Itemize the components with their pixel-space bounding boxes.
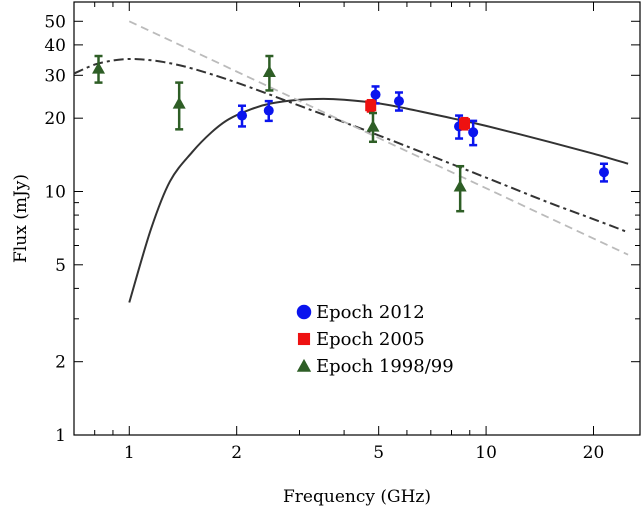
solid-model-curve — [128, 97, 629, 303]
data-point — [468, 119, 479, 147]
model-curves — [73, 20, 629, 303]
circle-marker — [237, 110, 248, 121]
triangle-marker — [172, 96, 186, 109]
square-marker — [459, 118, 471, 130]
circle-marker — [263, 105, 274, 116]
data-point — [598, 162, 609, 183]
dash-dot-model-curve — [73, 57, 629, 234]
data-point — [453, 164, 467, 213]
y-tick-label: 50 — [44, 12, 66, 32]
data-points — [92, 54, 609, 213]
legend-triangle-marker — [296, 358, 312, 372]
x-tick-label: 10 — [475, 443, 497, 463]
legend-square-marker — [297, 332, 311, 346]
triangle-marker — [92, 61, 106, 74]
triangle-marker — [453, 179, 467, 192]
circle-marker — [468, 127, 479, 138]
triangle-marker — [366, 119, 380, 132]
legend-circle-marker — [296, 304, 312, 320]
x-tick-label: 5 — [373, 443, 384, 463]
axis-tick-labels: 1 2 5 10 20 1 2 5 10 20 30 40 50 — [44, 12, 604, 463]
axis-ticks — [73, 2, 640, 436]
data-point — [393, 91, 404, 112]
data-point — [366, 111, 380, 144]
y-tick-label: 2 — [55, 353, 66, 373]
square-marker — [365, 100, 377, 112]
x-tick-label: 2 — [231, 443, 242, 463]
data-point — [237, 104, 248, 128]
legend-label: Epoch 2005 — [316, 329, 425, 350]
x-axis-title: Frequency (GHz) — [283, 487, 431, 507]
y-tick-label: 10 — [44, 182, 66, 202]
data-point — [92, 54, 106, 84]
y-tick-label: 40 — [44, 36, 66, 56]
y-tick-label: 30 — [44, 66, 66, 86]
data-point — [459, 116, 471, 131]
y-tick-label: 5 — [55, 256, 66, 276]
data-point — [365, 98, 377, 113]
legend: Epoch 2012 Epoch 2005 Epoch 1998/99 — [296, 302, 454, 377]
data-point — [172, 81, 186, 131]
y-tick-label: 1 — [55, 426, 66, 446]
data-point — [262, 54, 276, 92]
triangle-marker — [262, 65, 276, 78]
y-tick-label: 20 — [44, 109, 66, 129]
data-point — [263, 99, 274, 123]
circle-marker — [393, 96, 404, 107]
legend-label: Epoch 1998/99 — [316, 356, 454, 377]
circle-marker — [370, 89, 381, 100]
dashed-model-curve — [128, 20, 629, 256]
legend-label: Epoch 2012 — [316, 302, 425, 323]
plot-frame — [73, 1, 641, 436]
y-axis-title: Flux (mJy) — [11, 174, 31, 263]
x-tick-label: 1 — [124, 443, 135, 463]
x-tick-label: 20 — [583, 443, 605, 463]
circle-marker — [598, 167, 609, 178]
